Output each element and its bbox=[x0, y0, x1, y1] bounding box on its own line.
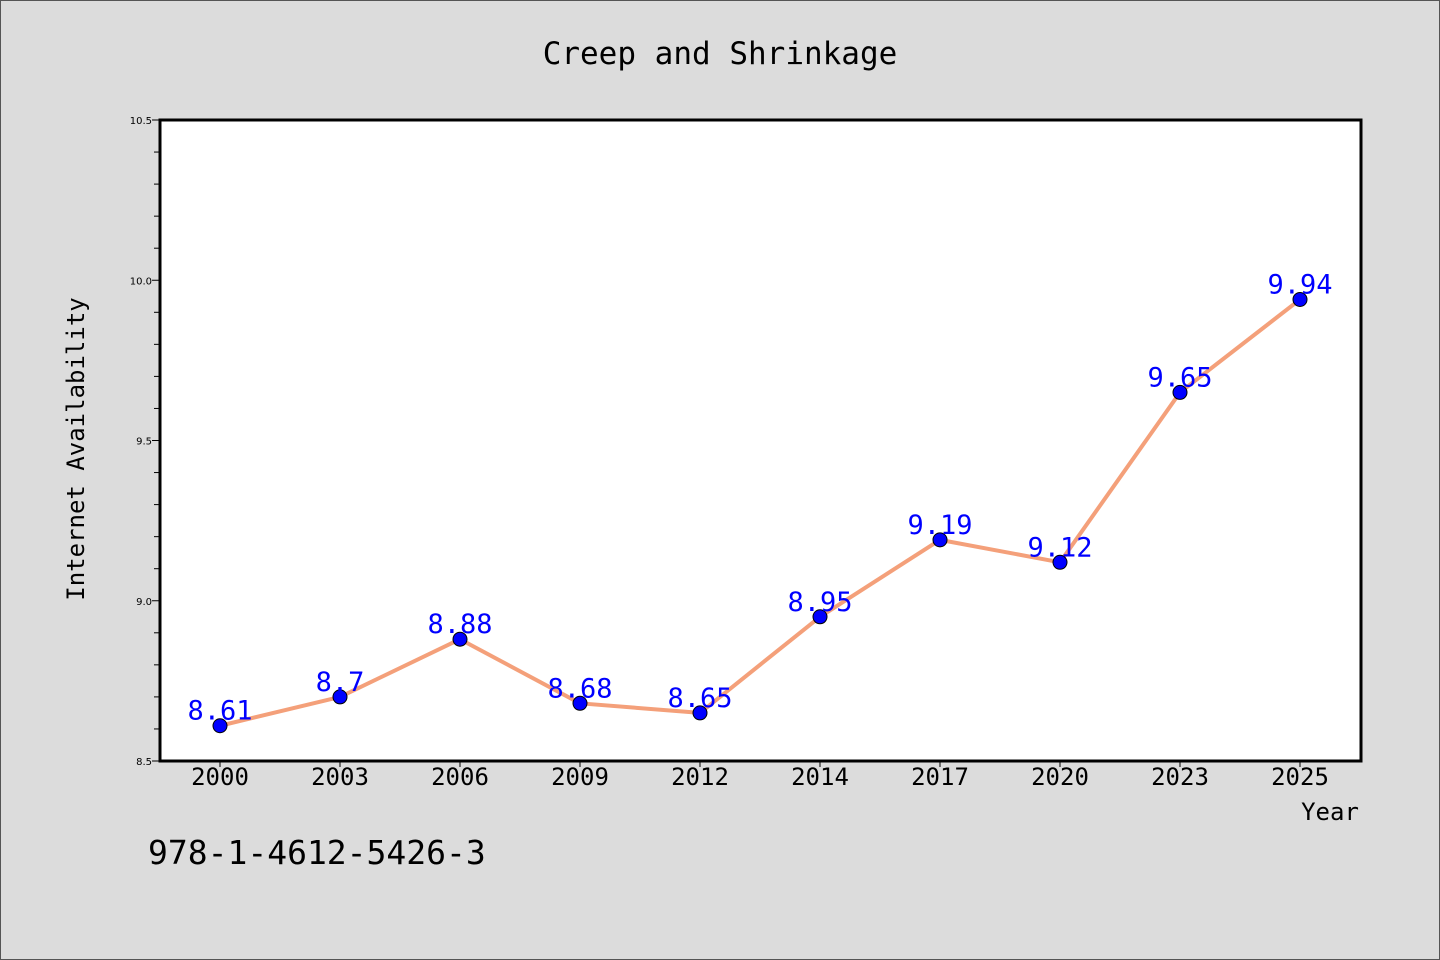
x-tick-label: 2020 bbox=[1031, 763, 1089, 791]
x-tick-label: 2025 bbox=[1271, 763, 1329, 791]
y-tick-label: 10.0 bbox=[130, 276, 152, 287]
plot-border bbox=[158, 118, 1363, 763]
data-point-label: 9.12 bbox=[1027, 532, 1092, 563]
x-tick-label: 2003 bbox=[311, 763, 369, 791]
y-tick-label: 10.5 bbox=[130, 116, 152, 127]
data-point-marker bbox=[1052, 554, 1068, 570]
series-markers bbox=[212, 291, 1308, 734]
plot-area bbox=[160, 120, 1361, 761]
data-point-label: 8.61 bbox=[187, 696, 252, 727]
data-point-label: 8.95 bbox=[787, 587, 852, 618]
data-point-marker bbox=[452, 631, 468, 647]
y-axis-ticks: 8.5 9.0 9.5 10.0 10.5 bbox=[130, 116, 160, 768]
x-tick-label: 2017 bbox=[911, 763, 969, 791]
data-point-label: 8.65 bbox=[667, 683, 732, 714]
data-point-marker bbox=[692, 705, 708, 721]
x-tick-label: 2000 bbox=[191, 763, 249, 791]
data-point-label: 8.7 bbox=[316, 667, 365, 698]
y-tick-label: 9.0 bbox=[136, 597, 152, 608]
chart-title: Creep and Shrinkage bbox=[543, 36, 898, 72]
y-tick-label: 9.5 bbox=[136, 437, 152, 448]
x-axis-ticks: 2000 2003 2006 2009 2012 2014 2017 2020 2023 2025 bbox=[191, 761, 1329, 791]
data-point-label: 9.19 bbox=[907, 510, 972, 541]
x-axis-label: Year bbox=[1301, 798, 1359, 826]
data-point-marker bbox=[1172, 384, 1188, 400]
data-point-marker bbox=[1292, 291, 1308, 307]
data-point-marker bbox=[812, 609, 828, 625]
x-tick-label: 2006 bbox=[431, 763, 489, 791]
series-line bbox=[218, 297, 1302, 728]
y-tick-label: 8.5 bbox=[136, 757, 152, 768]
data-point-label: 9.94 bbox=[1267, 269, 1332, 300]
data-labels: 8.61 8.7 8.88 8.68 8.65 8.95 9.19 9.12 9.65 9.94 bbox=[187, 269, 1332, 726]
data-point-marker bbox=[332, 689, 348, 705]
data-point-label: 8.68 bbox=[547, 673, 612, 704]
data-point-marker bbox=[572, 695, 588, 711]
x-tick-label: 2023 bbox=[1151, 763, 1209, 791]
x-tick-label: 2009 bbox=[551, 763, 609, 791]
y-axis-label: Internet Availability bbox=[62, 297, 90, 600]
data-point-label: 8.88 bbox=[427, 609, 492, 640]
data-point-marker bbox=[932, 532, 948, 548]
x-tick-label: 2014 bbox=[791, 763, 849, 791]
x-tick-label: 2012 bbox=[671, 763, 729, 791]
data-point-marker bbox=[212, 718, 228, 734]
data-point-label: 9.65 bbox=[1147, 362, 1212, 393]
footnote-isbn: 978-1-4612-5426-3 bbox=[148, 833, 486, 872]
